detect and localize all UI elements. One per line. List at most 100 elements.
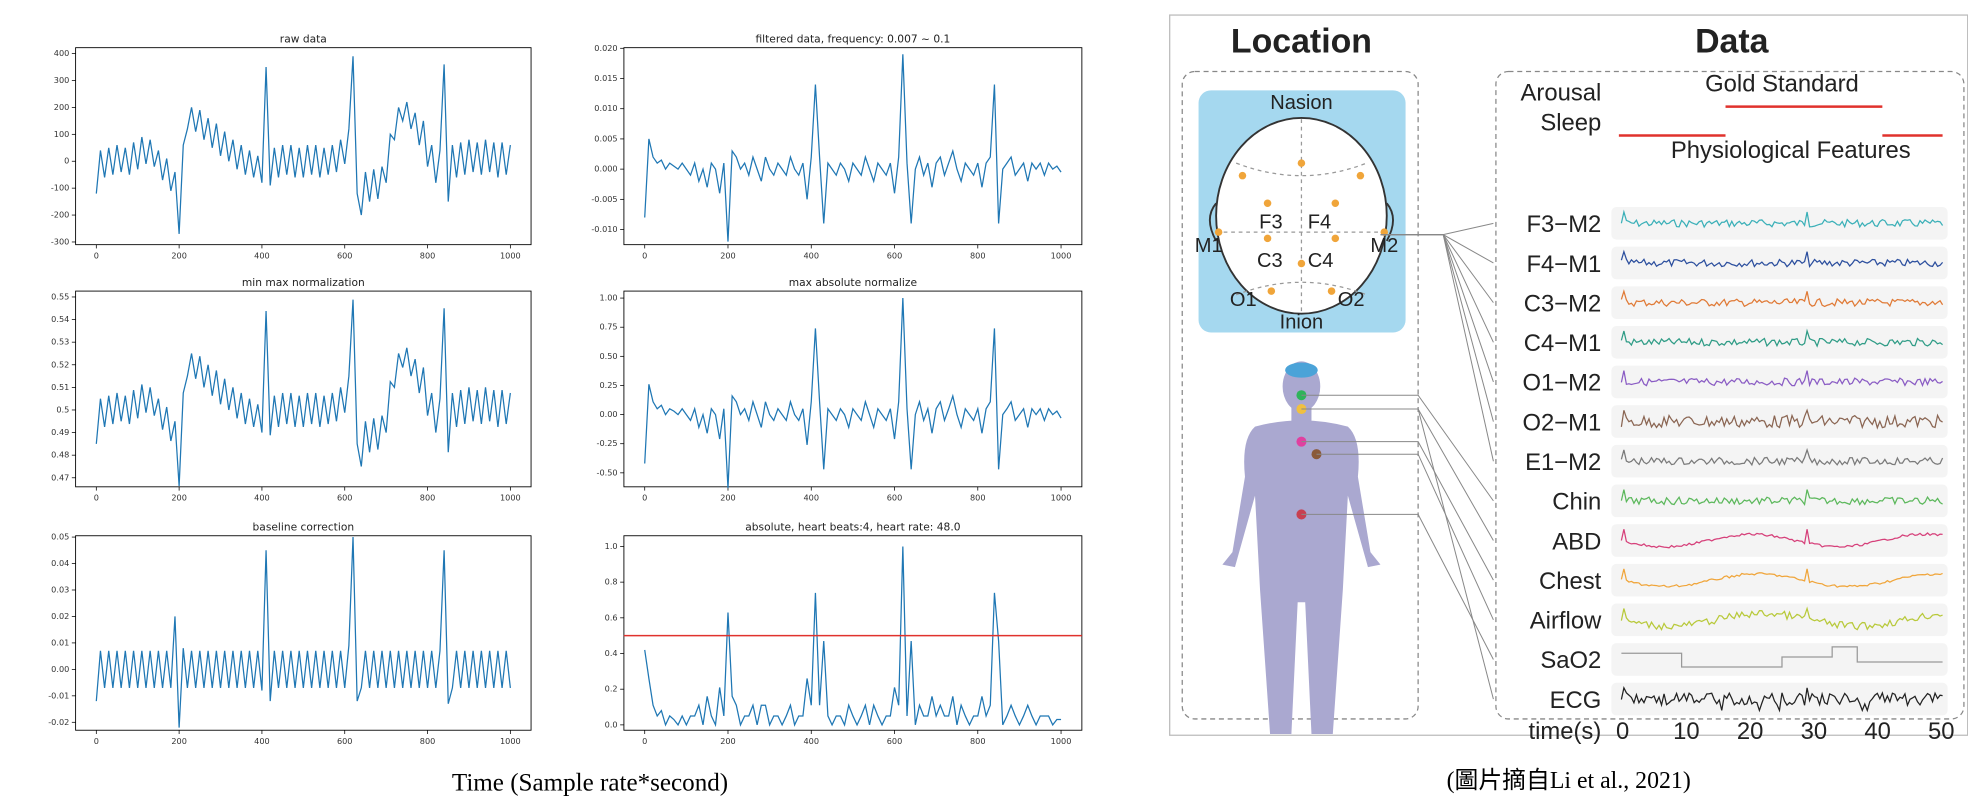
y-tick-label: 0.01 [51, 637, 69, 647]
y-tick-label: 0.00 [599, 409, 617, 419]
x-tick-label: 1000 [1051, 736, 1072, 746]
y-tick-label: -0.25 [597, 438, 618, 448]
f4: F4 [1308, 211, 1331, 233]
y-tick-label: -0.010 [591, 224, 617, 234]
y-tick-label: 0.000 [594, 164, 617, 174]
c3: C3 [1257, 250, 1283, 272]
sleep-label: Sleep [1540, 109, 1601, 136]
plot-frame [76, 536, 531, 730]
channel-band [1611, 326, 1947, 359]
y-tick-label: -0.02 [48, 717, 69, 727]
chart-title: min max normalization [242, 276, 365, 289]
page: Time (Sample rate*second) (圖片摘自Li et al.… [0, 0, 1968, 803]
x-tick-label: 600 [887, 250, 903, 260]
y-tick-label: 0.54 [51, 314, 69, 324]
channel-label: C4−M1 [1524, 330, 1601, 357]
x-tick-label: 200 [720, 493, 736, 503]
y-tick-label: 1.0 [605, 541, 618, 551]
signal-line [96, 56, 510, 234]
channel-band [1611, 604, 1947, 637]
x-tick-label: 600 [337, 493, 353, 503]
channel-label: Chin [1552, 489, 1601, 516]
y-tick-label: 0.48 [51, 450, 69, 460]
time-tick: 40 [1864, 718, 1891, 745]
y-tick-label: -300 [51, 236, 69, 246]
channel-label: F4−M1 [1526, 251, 1601, 278]
channel-label: SaO2 [1540, 647, 1601, 674]
y-tick-label: 0.52 [51, 359, 69, 369]
y-tick-label: 0.03 [51, 584, 69, 594]
y-tick-label: 0.00 [51, 664, 69, 674]
y-tick-label: 0.010 [594, 103, 617, 113]
signal-line [645, 298, 1061, 488]
channel-label: F3−M2 [1526, 211, 1601, 238]
y-tick-label: 0.25 [599, 380, 617, 390]
y-tick-label: 0.005 [594, 133, 617, 143]
chart-title: raw data [280, 33, 327, 46]
x-tick-label: 600 [887, 736, 903, 746]
y-tick-label: 0.47 [51, 472, 69, 482]
time-tick: 10 [1673, 718, 1700, 745]
channel-label: O2−M1 [1522, 409, 1601, 436]
plot-frame [76, 48, 531, 245]
y-tick-label: 0.0 [605, 719, 618, 729]
arousal-label: Arousal [1521, 79, 1602, 106]
channel-band [1611, 564, 1947, 597]
features-label: Physiological Features [1671, 137, 1911, 164]
chart-title: absolute, heart beats:4, heart rate: 48.… [745, 521, 960, 534]
channel-band [1611, 643, 1947, 676]
x-tick-label: 1000 [500, 250, 521, 260]
x-tick-label: 800 [420, 736, 436, 746]
m2: M2 [1370, 235, 1398, 257]
x-tick-label: 1000 [1051, 250, 1072, 260]
x-tick-label: 0 [642, 250, 647, 260]
y-tick-label: 0.5 [56, 404, 69, 414]
x-tick-label: 0 [94, 736, 99, 746]
x-caption: Time (Sample rate*second) [452, 769, 728, 796]
head [1216, 118, 1387, 314]
time-tick: 0 [1616, 718, 1629, 745]
x-tick-label: 400 [803, 493, 819, 503]
y-tick-label: -0.01 [48, 690, 69, 700]
channel-label: O1−M2 [1522, 370, 1601, 397]
y-tick-label: 300 [54, 75, 70, 85]
x-tick-label: 200 [171, 250, 187, 260]
x-tick-label: 200 [720, 250, 736, 260]
y-tick-label: -200 [51, 210, 69, 220]
y-tick-label: 0.75 [599, 322, 617, 332]
o2: O2 [1338, 289, 1365, 311]
x-tick-label: 1000 [500, 736, 521, 746]
y-tick-label: 0.04 [51, 558, 69, 568]
channel-band [1611, 405, 1947, 438]
x-tick-label: 600 [337, 736, 353, 746]
x-tick-label: 200 [720, 736, 736, 746]
x-tick-label: 0 [94, 493, 99, 503]
figure: Location Data Nasion Inion F3 F4 C3 C4 M… [1170, 15, 1968, 745]
y-tick-label: 0.55 [51, 291, 69, 301]
x-tick-label: 600 [887, 493, 903, 503]
time-tick: 50 [1928, 718, 1955, 745]
channel-label: ECG [1550, 687, 1602, 714]
y-tick-label: 0.51 [51, 382, 69, 392]
channel-label: C3−M2 [1524, 290, 1601, 317]
y-tick-label: 0.05 [51, 532, 69, 542]
channel-band [1611, 286, 1947, 319]
chart-title: baseline correction [253, 521, 355, 534]
o1: O1 [1230, 289, 1257, 311]
f3: F3 [1259, 211, 1282, 233]
location-title: Location [1231, 23, 1372, 61]
y-tick-label: 0.53 [51, 337, 69, 347]
x-tick-label: 800 [420, 250, 436, 260]
y-tick-label: 0.2 [605, 684, 618, 694]
y-tick-label: 0.015 [594, 73, 617, 83]
x-tick-label: 0 [94, 250, 99, 260]
channel-band [1611, 524, 1947, 557]
plot-frame [624, 291, 1082, 487]
plot-frame [76, 291, 531, 487]
x-tick-label: 400 [254, 493, 270, 503]
y-tick-label: 200 [54, 102, 70, 112]
y-tick-label: 0 [64, 156, 69, 166]
source-caption: (圖片摘自Li et al., 2021) [1447, 767, 1691, 794]
signal-line [96, 300, 510, 486]
plot-frame [624, 48, 1082, 245]
